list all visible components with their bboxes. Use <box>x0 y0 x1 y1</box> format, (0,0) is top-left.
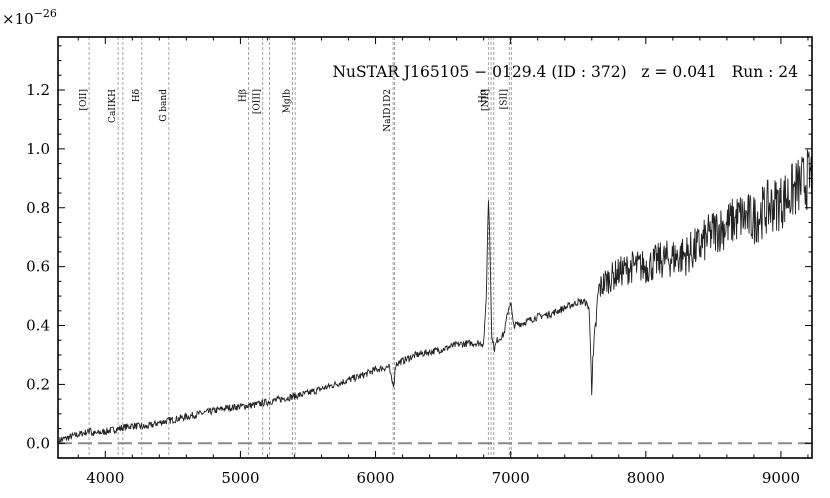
y-tick-label: 1.2 <box>26 81 50 99</box>
emission-line-label: [OII] <box>79 89 89 111</box>
x-tick-label: 8000 <box>627 469 665 487</box>
y-tick-label: 0.6 <box>26 258 50 276</box>
emission-line-label: Hδ <box>132 89 142 102</box>
y-tick-labels: 0.0 0.2 0.4 0.6 0.8 1.0 1.2 <box>26 81 50 452</box>
emission-line-label: Hα <box>478 89 488 103</box>
x-tick-label: 7000 <box>492 469 530 487</box>
emission-line-labels: [OII] CaIIKH Hδ G band Hβ [OIII] MgIb NaID1D2 Hα… <box>79 89 509 132</box>
emission-line-label: G band <box>159 89 169 122</box>
emission-line-label: [OIII] <box>253 89 263 114</box>
emission-line-label: [NII] <box>481 89 491 111</box>
emission-line-markers <box>88 37 512 458</box>
x-tick-labels: 4000 5000 6000 7000 8000 9000 <box>86 469 800 487</box>
y-tick-label: 0.4 <box>26 317 50 335</box>
y-tick-label: 0.8 <box>26 199 50 217</box>
spectrum-series-line <box>58 149 813 444</box>
chart-title: NuSTAR J165105 − 0129.4 (ID : 372) z = 0… <box>332 63 798 81</box>
y-tick-label: 0.2 <box>26 375 50 393</box>
emission-line-label: CaIIKH <box>108 89 118 123</box>
x-tick-label: 5000 <box>221 469 259 487</box>
x-tick-label: 4000 <box>86 469 124 487</box>
x-tick-label: 6000 <box>356 469 394 487</box>
emission-line-label: NaID1D2 <box>383 89 393 132</box>
emission-line-label: Hβ <box>239 89 249 102</box>
emission-line-label: MgIb <box>282 89 292 114</box>
plot-frame <box>57 36 813 459</box>
emission-line-label: [SII] <box>499 89 509 109</box>
y-tick-label: 1.0 <box>26 140 50 158</box>
x-tick-label: 9000 <box>762 469 800 487</box>
y-axis-multiplier: ×10−26 <box>2 7 57 28</box>
y-tick-label: 0.0 <box>26 434 50 452</box>
